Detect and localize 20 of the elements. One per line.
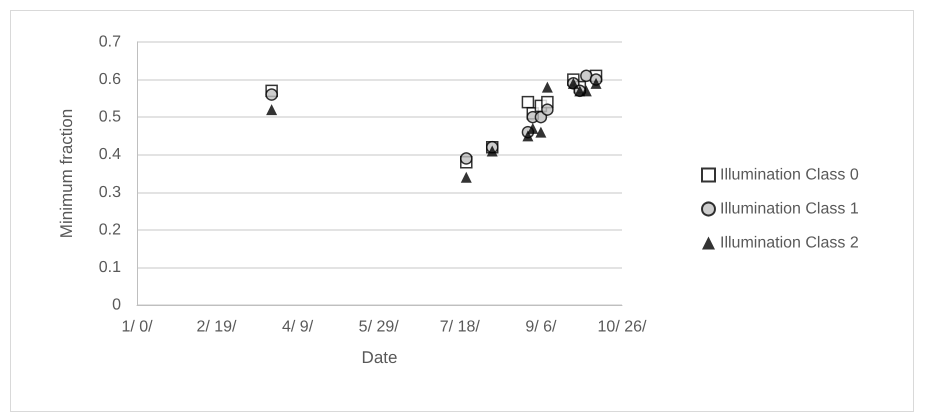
y-tick-label: 0.2 — [98, 221, 122, 238]
y-axis-title: Minimum fraction — [57, 108, 76, 238]
x-axis-title: Date — [362, 348, 398, 367]
legend-label: Illumination Class 1 — [720, 200, 859, 218]
y-tick-label: 0.7 — [98, 34, 122, 50]
x-tick-label: 2/ 19/ — [196, 318, 238, 336]
x-tick-label: 1/ 0/ — [121, 318, 154, 336]
y-tick-label: 0.6 — [98, 71, 122, 88]
legend-label: Illumination Class 0 — [720, 166, 859, 184]
y-tick-label: 0 — [112, 296, 122, 314]
x-tick-label: 7/ 18/ — [440, 318, 480, 336]
x-tick-label: 5/ 29/ — [358, 318, 400, 336]
x-tick-label: 4/ 9/ — [282, 318, 314, 336]
y-tick-label: 0.3 — [98, 184, 122, 201]
x-tick-label: 10/ 26/ — [598, 318, 648, 336]
x-tick-label: 9/ 6/ — [525, 318, 558, 336]
legend-label: Illumination Class 2 — [720, 234, 859, 252]
y-tick-label: 0.1 — [98, 258, 122, 276]
y-tick-label: 0.4 — [98, 146, 122, 164]
y-tick-label: 0.5 — [98, 108, 122, 126]
